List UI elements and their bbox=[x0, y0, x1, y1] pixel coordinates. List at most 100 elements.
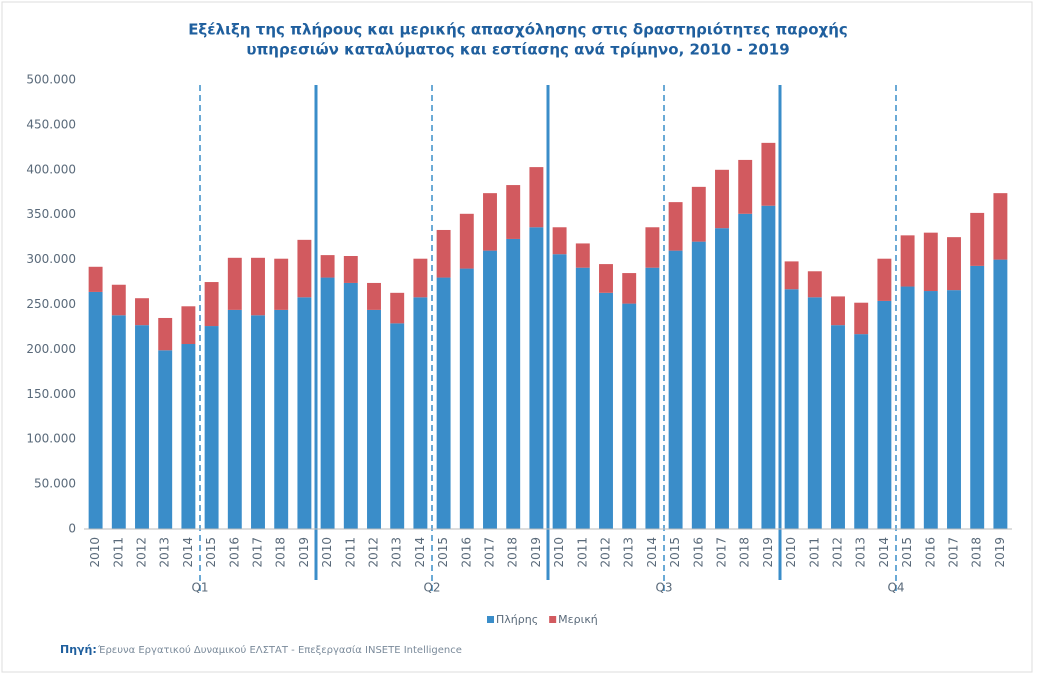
bar-segment bbox=[111, 284, 126, 316]
y-tick-label: 350.000 bbox=[26, 207, 76, 221]
y-tick-label: 400.000 bbox=[26, 162, 76, 176]
x-tick-label: 2011 bbox=[111, 537, 125, 568]
bar-segment bbox=[529, 167, 544, 228]
x-tick-label: 2013 bbox=[390, 537, 404, 568]
bar-segment bbox=[459, 213, 474, 269]
x-tick-label: 2014 bbox=[181, 537, 195, 568]
bar-segment bbox=[622, 303, 637, 529]
x-tick-label: 2011 bbox=[807, 537, 821, 568]
bar-segment bbox=[784, 261, 799, 290]
group-label: Q2 bbox=[423, 581, 440, 595]
x-tick-label: 2013 bbox=[854, 537, 868, 568]
bar-segment bbox=[343, 256, 358, 283]
x-tick-label: 2015 bbox=[668, 537, 682, 568]
bar-segment bbox=[807, 271, 822, 298]
x-tick-label: 2019 bbox=[761, 537, 775, 568]
x-tick-label: 2011 bbox=[575, 537, 589, 568]
x-tick-label: 2019 bbox=[297, 537, 311, 568]
bar-segment bbox=[320, 277, 335, 529]
bar-segment bbox=[645, 267, 660, 529]
bar-segment bbox=[204, 326, 219, 529]
bar-segment bbox=[413, 258, 428, 298]
bar-segment bbox=[552, 254, 567, 529]
x-tick-label: 2013 bbox=[158, 537, 172, 568]
bar-segment bbox=[459, 268, 474, 529]
x-tick-label: 2014 bbox=[877, 537, 891, 568]
x-tick-label: 2012 bbox=[599, 537, 613, 568]
x-tick-label: 2018 bbox=[738, 537, 752, 568]
x-tick-label: 2010 bbox=[320, 537, 334, 568]
x-tick-label: 2015 bbox=[204, 537, 218, 568]
x-tick-label: 2016 bbox=[459, 537, 473, 568]
bar-segment bbox=[993, 259, 1008, 529]
bar-segment bbox=[947, 237, 961, 291]
bar-segment bbox=[227, 257, 242, 310]
bar-segment bbox=[854, 302, 869, 335]
x-tick-label: 2011 bbox=[343, 537, 357, 568]
bar-segment bbox=[413, 297, 428, 529]
chart-title: Εξέλιξη της πλήρους και μερικής απασχόλη… bbox=[188, 21, 848, 39]
chart-title: υπηρεσιών καταλύματος και εστίασης ανά τ… bbox=[246, 41, 789, 59]
legend-label: Πλήρης bbox=[496, 613, 538, 626]
bar-segment bbox=[993, 193, 1008, 260]
bar-segment bbox=[204, 282, 219, 327]
bar-segment bbox=[390, 292, 405, 324]
x-tick-label: 2018 bbox=[274, 537, 288, 568]
bar-segment bbox=[135, 298, 149, 326]
bar-segment bbox=[274, 309, 289, 529]
bar-segment bbox=[506, 238, 521, 530]
bar-segment bbox=[854, 334, 869, 529]
bar-segment bbox=[88, 266, 103, 292]
bar-segment bbox=[181, 344, 196, 529]
bar-segment bbox=[970, 212, 985, 266]
bar-segment bbox=[506, 185, 521, 239]
x-tick-label: 2014 bbox=[413, 537, 427, 568]
x-tick-label: 2015 bbox=[436, 537, 450, 568]
bar-segment bbox=[900, 235, 915, 287]
y-tick-label: 0 bbox=[68, 522, 76, 536]
bar-segment bbox=[251, 315, 265, 529]
bar-segment bbox=[88, 291, 103, 529]
x-tick-label: 2010 bbox=[552, 537, 566, 568]
source-label: Πηγή: bbox=[60, 643, 97, 656]
x-tick-label: 2019 bbox=[529, 537, 543, 568]
legend-label: Μερική bbox=[558, 613, 598, 626]
bar-segment bbox=[691, 241, 706, 529]
y-tick-label: 50.000 bbox=[34, 477, 76, 491]
bar-segment bbox=[599, 264, 613, 293]
bar-segment bbox=[715, 228, 729, 530]
bar-segment bbox=[738, 213, 753, 529]
y-tick-label: 300.000 bbox=[26, 252, 76, 266]
bar-segment bbox=[251, 257, 265, 316]
y-tick-label: 100.000 bbox=[26, 432, 76, 446]
x-tick-label: 2018 bbox=[970, 537, 984, 568]
bar-segment bbox=[483, 193, 497, 251]
x-tick-label: 2018 bbox=[506, 537, 520, 568]
bar-segment bbox=[923, 291, 938, 529]
x-tick-label: 2017 bbox=[715, 537, 729, 568]
x-tick-label: 2015 bbox=[900, 537, 914, 568]
x-tick-label: 2017 bbox=[251, 537, 265, 568]
bar-segment bbox=[923, 232, 938, 292]
y-tick-label: 200.000 bbox=[26, 342, 76, 356]
x-tick-label: 2010 bbox=[88, 537, 102, 568]
bar-segment bbox=[158, 350, 173, 529]
bar-segment bbox=[320, 255, 335, 278]
bar-segment bbox=[691, 186, 706, 242]
bar-segment bbox=[761, 205, 776, 529]
bar-segment bbox=[831, 296, 845, 326]
x-tick-label: 2019 bbox=[993, 537, 1007, 568]
y-tick-label: 500.000 bbox=[26, 73, 76, 87]
x-tick-label: 2017 bbox=[483, 537, 497, 568]
bar-segment bbox=[877, 258, 892, 301]
x-tick-label: 2016 bbox=[227, 537, 241, 568]
source: Έρευνα Εργατικού Δυναμικού ΕΛΣΤΑΤ - Επεξ… bbox=[97, 644, 462, 656]
group-label: Q1 bbox=[191, 581, 208, 595]
bar-segment bbox=[436, 277, 451, 529]
y-tick-label: 250.000 bbox=[26, 297, 76, 311]
group-label: Q3 bbox=[655, 581, 672, 595]
bar-segment bbox=[367, 282, 381, 310]
bar-segment bbox=[158, 317, 173, 351]
y-tick-label: 450.000 bbox=[26, 117, 76, 131]
